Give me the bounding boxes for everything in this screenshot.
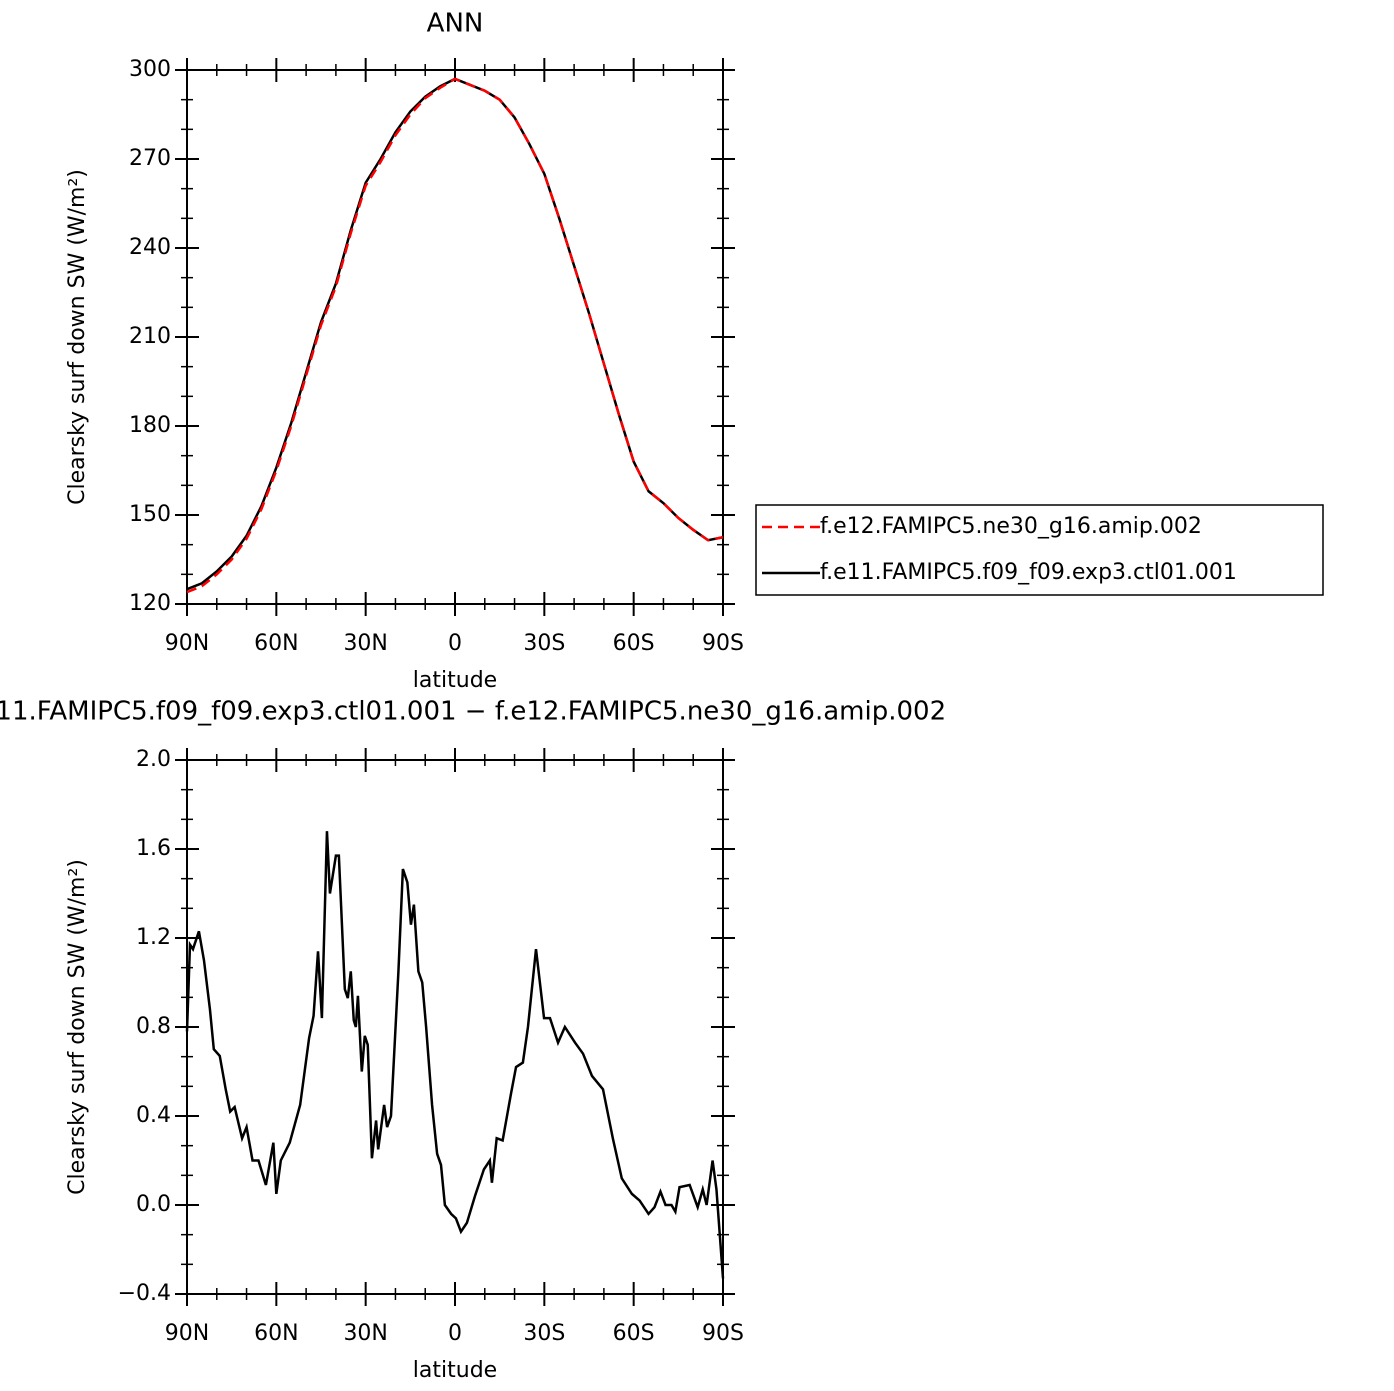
chart-title: ANN [427, 9, 484, 39]
data-line [185, 831, 725, 1279]
y-tick-label: 270 [129, 146, 171, 171]
x-tick-label: 90S [702, 1321, 744, 1346]
y-tick-label: 210 [129, 324, 171, 349]
y-tick-label: 1.6 [136, 836, 171, 861]
legend-label: f.e12.FAMIPC5.ne30_g16.amip.002 [820, 514, 1202, 539]
y-tick-label: 0.0 [136, 1192, 171, 1217]
x-axis-label: latitude [413, 668, 497, 693]
data-line [186, 77, 724, 594]
x-tick-label: 60N [254, 631, 298, 656]
y-tick-label: 300 [129, 57, 171, 82]
chart-title: f.e11.FAMIPC5.f09_f09.exp3.ctl01.001 − f… [0, 697, 946, 727]
x-tick-label: 0 [448, 631, 462, 656]
y-tick-label: −0.4 [118, 1281, 171, 1306]
y-tick-label: 150 [129, 502, 171, 527]
y-tick-label: 0.4 [136, 1103, 171, 1128]
x-tick-label: 30S [523, 631, 565, 656]
y-tick-label: 240 [129, 235, 171, 260]
x-tick-label: 60S [613, 1321, 655, 1346]
x-tick-label: 30N [343, 631, 387, 656]
plot-frame [186, 759, 724, 1295]
x-tick-label: 30S [523, 1321, 565, 1346]
y-tick-label: 2.0 [136, 747, 171, 772]
y-tick-label: 0.8 [136, 1014, 171, 1039]
x-tick-label: 0 [448, 1321, 462, 1346]
x-tick-label: 90N [165, 631, 209, 656]
y-axis-label: Clearsky surf down SW (W/m²) [65, 169, 90, 505]
legend-box [755, 504, 1324, 596]
x-tick-label: 30N [343, 1321, 387, 1346]
y-tick-label: 1.2 [136, 925, 171, 950]
x-axis-label: latitude [413, 1358, 497, 1383]
data-line [186, 77, 724, 591]
legend-label: f.e11.FAMIPC5.f09_f09.exp3.ctl01.001 [820, 560, 1237, 585]
plot-frame [186, 69, 724, 605]
x-tick-label: 90S [702, 631, 744, 656]
y-axis-label: Clearsky surf down SW (W/m²) [65, 859, 90, 1195]
x-tick-label: 60S [613, 631, 655, 656]
y-tick-label: 180 [129, 413, 171, 438]
x-tick-label: 90N [165, 1321, 209, 1346]
y-tick-label: 120 [129, 591, 171, 616]
x-tick-label: 60N [254, 1321, 298, 1346]
